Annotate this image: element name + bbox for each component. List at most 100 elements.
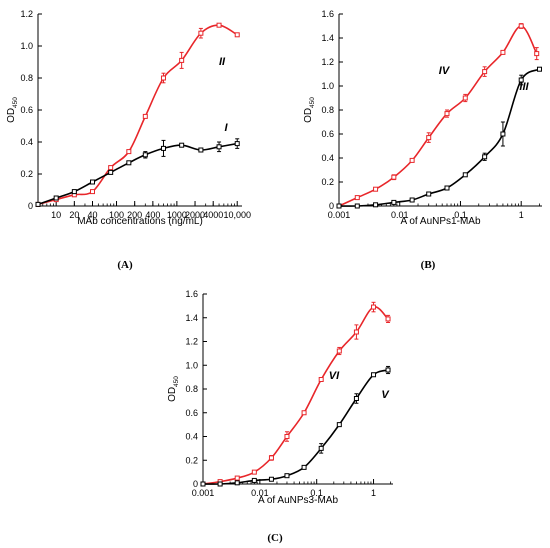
data-point (534, 51, 540, 57)
data-point (179, 57, 185, 63)
data-point (391, 199, 397, 205)
y-axis-label-main: OD (6, 108, 17, 123)
data-point (518, 23, 524, 29)
y-tick-label: 0 (329, 201, 334, 211)
y-tick-label: 1.6 (185, 289, 198, 299)
series-line (37, 24, 238, 206)
y-tick-label: 0.6 (185, 408, 198, 418)
y-axis-label-main: OD (303, 108, 314, 123)
data-point (251, 469, 257, 475)
y-tick-label: 1.0 (185, 360, 198, 370)
x-tick-label: 100 (109, 210, 124, 220)
x-tick-label: 20 (69, 210, 79, 220)
series-label: II (219, 56, 226, 68)
x-tick-label: 400 (145, 210, 160, 220)
series-line (338, 25, 538, 207)
data-point (353, 396, 359, 401)
data-point (142, 152, 148, 158)
data-point (216, 22, 222, 28)
y-axis-label: OD450 (303, 97, 316, 123)
data-point (108, 165, 114, 171)
data-point (53, 195, 59, 201)
data-point (251, 477, 257, 483)
data-point (444, 111, 450, 117)
data-point (35, 201, 41, 207)
x-axis-label: A of AuNPs1-MAb (400, 216, 480, 227)
data-point (200, 481, 206, 487)
data-point (444, 185, 450, 191)
data-point (301, 410, 307, 416)
series-line (338, 68, 540, 207)
data-point (371, 304, 377, 310)
data-point (160, 145, 166, 151)
y-axis-label-subscript: 450 (12, 97, 19, 108)
y-tick-label: 0.6 (20, 105, 33, 115)
panel-label: (C) (267, 532, 283, 544)
panel-b: 0 0.2 0.4 0.6 0.8 1.0 1.2 1.4 1.6 0.001 0.01 0.1 1 A … (303, 9, 542, 271)
y-tick-label: 0.4 (20, 137, 33, 147)
y-tick-label: 0.8 (321, 105, 334, 115)
y-axis-label-subscript: 450 (173, 376, 180, 387)
series-I (35, 138, 240, 207)
series-label: I (224, 122, 228, 134)
data-point (500, 49, 506, 55)
y-tick-label: 0.2 (185, 455, 198, 465)
series-line (37, 142, 238, 206)
y-tick-label: 0.8 (20, 73, 33, 83)
y-tick-label: 1.2 (20, 9, 33, 19)
series-III (336, 66, 542, 209)
data-point (318, 445, 324, 451)
data-point (234, 475, 240, 481)
y-tick-label: 0.8 (185, 384, 198, 394)
data-point (284, 434, 290, 439)
data-point (385, 316, 391, 322)
data-point (536, 66, 542, 72)
y-tick-label: 1.4 (321, 33, 334, 43)
y-tick-label: 0.4 (185, 432, 198, 442)
panel-a: 0 0.2 0.4 0.6 0.8 1.0 1.2 10 20 40 100 200 400 100020… (6, 9, 251, 271)
y-tick-label: 1.0 (20, 41, 33, 51)
panel-label: (B) (421, 259, 436, 271)
y-tick-label: 1.0 (321, 81, 334, 91)
data-point (160, 75, 166, 81)
series-V (200, 365, 391, 487)
data-point (373, 202, 379, 208)
y-tick-label: 0.4 (321, 153, 334, 163)
data-point (179, 142, 185, 148)
x-tick-label: 1 (371, 488, 376, 498)
y-axis-label-subscript: 450 (309, 97, 316, 108)
data-point (482, 154, 488, 160)
data-point (217, 481, 223, 487)
data-point (462, 172, 468, 178)
series-line (202, 369, 389, 485)
x-tick-label: 0.1 (454, 210, 467, 220)
data-point (336, 203, 342, 209)
data-point (409, 197, 415, 203)
data-point (462, 95, 468, 101)
y-tick-label: 0.2 (321, 177, 334, 187)
data-point (482, 69, 488, 75)
data-point (371, 372, 377, 378)
data-point (108, 169, 114, 175)
data-point (518, 77, 524, 83)
data-point (353, 329, 359, 335)
series-II (35, 22, 240, 207)
x-tick-label: 10,000 (223, 210, 251, 220)
data-point (354, 195, 360, 201)
x-tick-label: 0.1 (310, 488, 323, 498)
data-point (71, 189, 77, 195)
x-tick-label: 4000 (203, 210, 223, 220)
y-tick-label: 1.6 (321, 9, 334, 19)
data-point (216, 144, 222, 150)
data-point (500, 131, 506, 137)
series-VI (200, 301, 391, 487)
y-tick-label: 0 (193, 479, 198, 489)
x-tick-label: 2000 (185, 210, 205, 220)
data-point (268, 455, 274, 461)
x-tick-label: 40 (87, 210, 97, 220)
y-tick-label: 1.4 (185, 313, 198, 323)
data-point (385, 367, 391, 373)
y-tick-label: 0.2 (20, 169, 33, 179)
data-point (373, 186, 379, 192)
y-axis-label-main: OD (167, 387, 178, 402)
